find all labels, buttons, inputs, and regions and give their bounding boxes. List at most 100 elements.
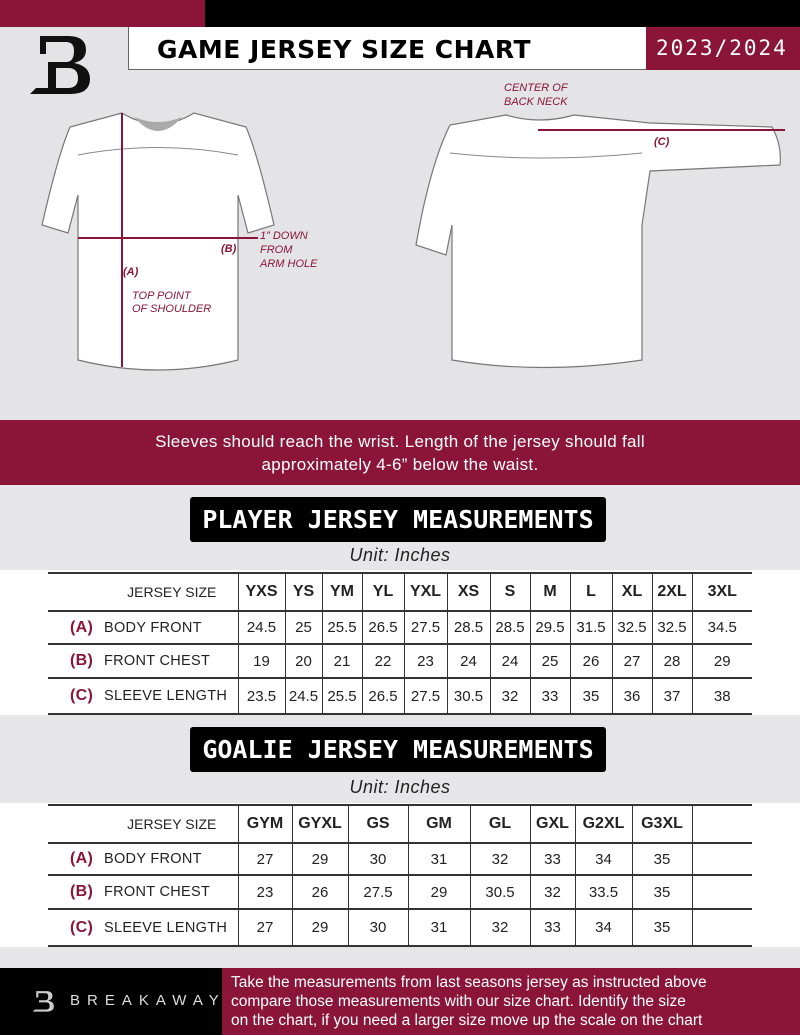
label-center-1: CENTER OF: [504, 82, 568, 94]
row-name: FRONT CHEST: [104, 884, 211, 900]
size-header: YL: [361, 572, 404, 612]
measurement-cell: 21: [321, 644, 362, 679]
table-row: (B) FRONT CHEST 23 26 27.5 29 30.5 32 33.5 35: [48, 875, 752, 910]
breakaway-logo-icon: [30, 36, 90, 94]
brand-name: BREAKAWAY: [70, 992, 226, 1009]
measurement-cell: 24.5: [284, 678, 322, 715]
measurement-cell: 38: [691, 678, 752, 715]
measurement-cell: 27: [237, 843, 292, 876]
measurement-cell: [691, 843, 752, 876]
measurement-cell: 25: [529, 644, 570, 679]
measurement-cell: 27: [611, 644, 652, 679]
section-bg: [0, 947, 800, 968]
page-title: GAME JERSEY SIZE CHART: [128, 27, 646, 70]
instructions-line-2: approximately 4-6” below the waist.: [261, 455, 539, 474]
measurement-cell: 32: [529, 875, 575, 910]
table-row: (A) BODY FRONT 24.5 25 25.5 26.5 27.5 28.5 28.5 2…: [48, 611, 752, 645]
player-unit: Unit: Inches: [349, 545, 451, 565]
measurement-cell: 27.5: [347, 875, 408, 910]
row-key: (B): [70, 652, 94, 669]
front-jersey-illustration: [41, 112, 275, 371]
label-b: (B): [221, 243, 237, 255]
measurement-cell: 31: [407, 909, 470, 947]
row-name: BODY FRONT: [104, 619, 202, 636]
player-heading: PLAYER JERSEY MEASUREMENTS: [190, 497, 606, 542]
row-label: (A) BODY FRONT: [48, 843, 238, 876]
size-header: YM: [321, 572, 362, 612]
measurement-cell: 30.5: [469, 875, 530, 910]
header-row: JERSEY SIZE GYM GYXL GS GM GL GXL G2XL G3XL: [48, 804, 752, 844]
size-header: S: [489, 572, 530, 612]
row-key: (C): [70, 687, 94, 704]
size-header: G3XL: [631, 804, 692, 844]
measurement-cell: 30.5: [446, 678, 490, 715]
measurement-cell: 23: [403, 644, 447, 679]
measurement-cell: 34: [574, 909, 632, 947]
measurement-cell: 24.5: [237, 611, 285, 645]
player-size-table: JERSEY SIZE YXS YS YM YL YXL XS S M L XL 2XL 3XL (A…: [48, 572, 752, 715]
measurement-cell: 31.5: [569, 611, 612, 645]
measurement-cell: 33: [529, 843, 575, 876]
measurement-cell: 35: [631, 909, 692, 947]
measurement-cell: 28.5: [489, 611, 530, 645]
table-row: (B) FRONT CHEST 19 20 21 22 23 24 24 25 26 27 28 29: [48, 644, 752, 679]
measurement-cell: 27.5: [403, 678, 447, 715]
size-header: GXL: [529, 804, 575, 844]
measurement-cell: 35: [569, 678, 612, 715]
size-header: GL: [469, 804, 530, 844]
size-header: [691, 804, 752, 844]
measurement-cell: 19: [237, 644, 285, 679]
measurement-cell: 28: [651, 644, 692, 679]
size-header: YS: [284, 572, 322, 612]
size-header: YXS: [237, 572, 285, 612]
measurement-cell: 28.5: [446, 611, 490, 645]
footer-line-3: on the chart, if you need a larger size …: [231, 1012, 703, 1029]
measurement-cell: 29: [291, 909, 348, 947]
measurement-cell: 23.5: [237, 678, 285, 715]
label-c: (C): [654, 136, 670, 148]
top-black-bar: [205, 0, 800, 27]
size-header: L: [569, 572, 612, 612]
measurement-cell: 30: [347, 843, 408, 876]
measurement-cell: 32: [469, 909, 530, 947]
size-label: JERSEY SIZE: [48, 572, 238, 612]
measurement-cell: 33: [529, 678, 570, 715]
row-name: SLEEVE LENGTH: [104, 919, 228, 936]
size-header: G2XL: [574, 804, 632, 844]
measurement-cell: 29: [407, 875, 470, 910]
measurement-cell: 31: [407, 843, 470, 876]
label-b-desc-1: 1” DOWN: [260, 230, 308, 242]
goalie-size-table: JERSEY SIZE GYM GYXL GS GM GL GXL G2XL G3XL (A)…: [48, 804, 752, 947]
label-b-desc-3: ARM HOLE: [260, 258, 318, 270]
measurement-cell: 24: [446, 644, 490, 679]
measurement-cell: 27.5: [403, 611, 447, 645]
measurement-cell: 23: [237, 875, 292, 910]
goalie-heading: GOALIE JERSEY MEASUREMENTS: [190, 727, 606, 772]
label-b-desc-2: FROM: [260, 244, 293, 256]
row-name: FRONT CHEST: [104, 653, 211, 669]
instructions-line-1: Sleeves should reach the wrist. Length o…: [155, 432, 645, 451]
footer-line-2: compare those measurements with our size…: [231, 993, 686, 1010]
breakaway-logo-small-icon: [32, 991, 54, 1012]
measurement-cell: 35: [631, 843, 692, 876]
measurement-cell: 37: [651, 678, 692, 715]
size-header: 2XL: [651, 572, 692, 612]
measurement-cell: [691, 875, 752, 910]
measurement-cell: 33.5: [574, 875, 632, 910]
row-key: (A): [70, 850, 94, 867]
footer-brand-panel: [0, 968, 222, 1035]
size-header: GYM: [237, 804, 292, 844]
measurement-cell: 34: [574, 843, 632, 876]
size-header: M: [529, 572, 570, 612]
measurement-cell: 29: [291, 843, 348, 876]
label-a-desc-1: TOP POINT: [132, 290, 191, 302]
measurement-cell: 26.5: [361, 611, 404, 645]
measurement-cell: 32: [489, 678, 530, 715]
size-header: XS: [446, 572, 490, 612]
size-header: XL: [611, 572, 652, 612]
row-label: (A) BODY FRONT: [48, 611, 238, 645]
table-row: (A) BODY FRONT 27 29 30 31 32 33 34 35: [48, 843, 752, 876]
measurement-cell: 33: [529, 909, 575, 947]
measurement-cell: 30: [347, 909, 408, 947]
measurement-cell: 22: [361, 644, 404, 679]
